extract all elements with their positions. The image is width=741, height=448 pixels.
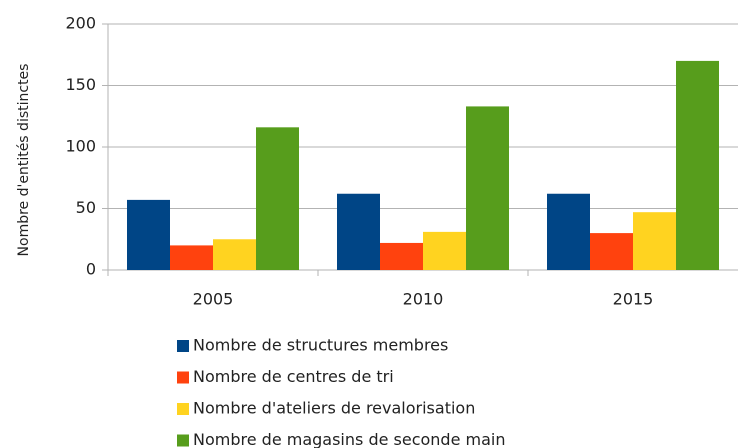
- x-tick-label: 2010: [403, 290, 444, 309]
- legend-label: Nombre de structures membres: [193, 336, 448, 355]
- legend-label: Nombre d'ateliers de revalorisation: [193, 399, 475, 418]
- legend-swatch: [177, 434, 189, 447]
- bar: [380, 242, 423, 270]
- legend-swatch: [177, 340, 189, 352]
- bar: [590, 233, 633, 270]
- bar: [676, 60, 719, 271]
- y-tick-label: 100: [65, 137, 96, 156]
- bar: [547, 193, 590, 270]
- y-tick-label: 50: [76, 198, 96, 217]
- y-tick-label: 200: [65, 14, 96, 33]
- bar: [213, 239, 256, 270]
- y-axis-label: Nombre d'entités distinctes: [16, 64, 32, 257]
- bar: [127, 199, 170, 270]
- y-tick-label: 150: [65, 75, 96, 94]
- bar: [633, 212, 676, 270]
- legend-label: Nombre de centres de tri: [193, 367, 394, 386]
- bar: [256, 127, 299, 270]
- x-tick-label: 2005: [193, 290, 234, 309]
- legend-swatch: [177, 371, 189, 384]
- bar: [423, 231, 466, 270]
- bar: [466, 106, 509, 270]
- y-tick-label: 0: [86, 260, 96, 279]
- legend-label: Nombre de magasins de seconde main: [193, 430, 506, 448]
- legend-swatch: [177, 403, 189, 415]
- bar: [170, 245, 213, 270]
- x-tick-label: 2015: [613, 290, 654, 309]
- bar: [337, 193, 380, 270]
